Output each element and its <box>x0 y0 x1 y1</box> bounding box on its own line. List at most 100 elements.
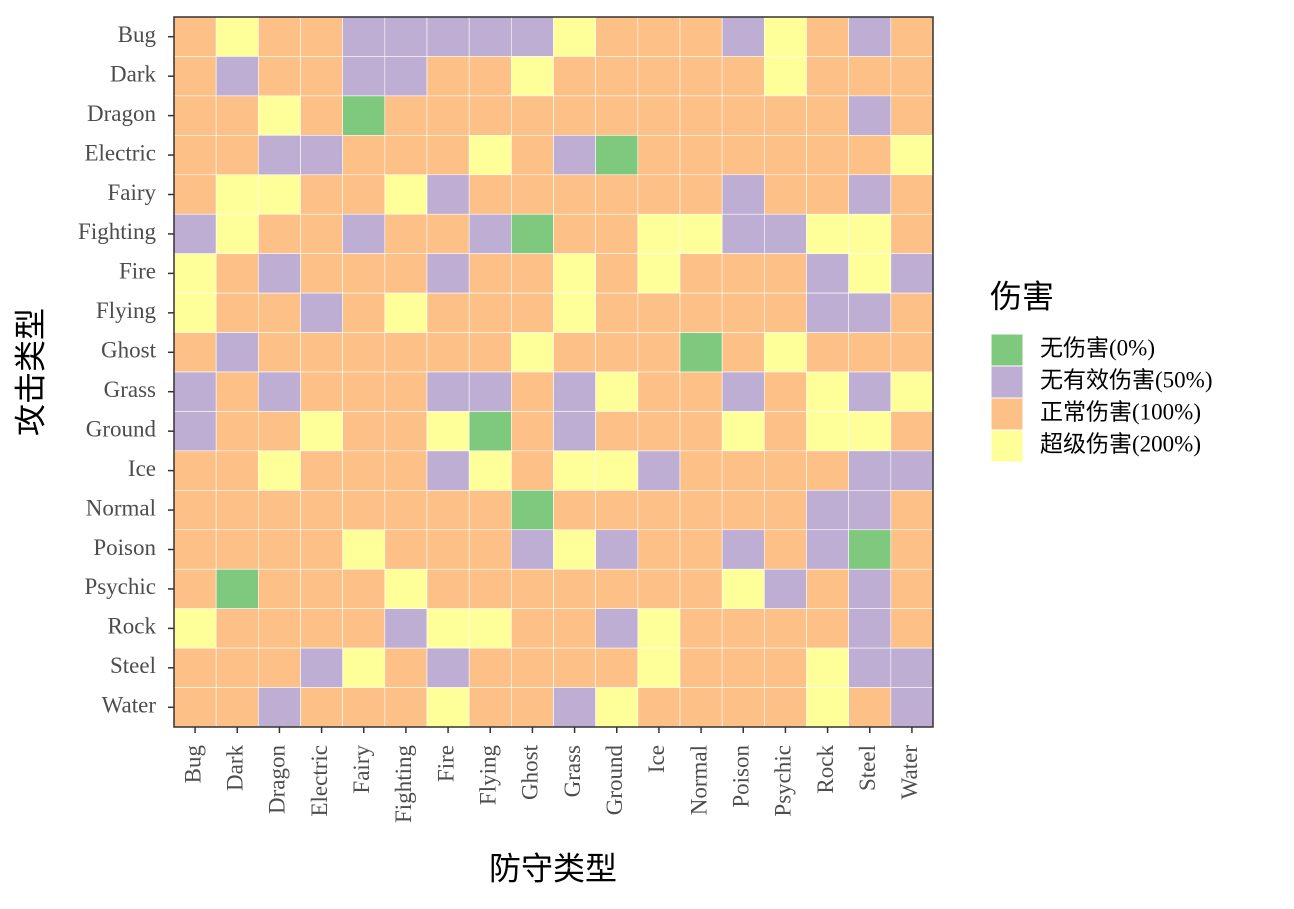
heatmap-cell <box>679 332 723 373</box>
heatmap-cell <box>764 332 807 373</box>
heatmap-cell <box>215 292 259 333</box>
heatmap-cell <box>806 174 849 215</box>
heatmap-cell <box>595 529 639 570</box>
heatmap-cell <box>300 16 343 57</box>
heatmap-cell <box>173 687 217 728</box>
heatmap-cell <box>215 687 259 728</box>
heatmap-cell <box>215 411 259 452</box>
x-tick-label: Dragon <box>265 745 290 814</box>
heatmap-cell <box>258 647 301 688</box>
heatmap-cell <box>384 450 428 491</box>
heatmap-cell <box>173 490 217 531</box>
heatmap-cell <box>806 450 849 491</box>
heatmap-cell <box>764 687 807 728</box>
heatmap-cell <box>679 647 723 688</box>
heatmap-cell <box>215 608 259 649</box>
heatmap-cell <box>468 56 512 97</box>
heatmap-cell <box>848 608 892 649</box>
x-tick-label: Electric <box>307 745 332 817</box>
heatmap-cell <box>468 490 512 531</box>
heatmap-cell <box>426 647 470 688</box>
heatmap-cell <box>173 332 217 373</box>
heatmap-cell <box>173 608 217 649</box>
heatmap-cell <box>511 450 554 491</box>
y-tick-label: Poison <box>93 535 156 560</box>
legend-title: 伤害 <box>990 278 1054 314</box>
heatmap-cell <box>511 608 554 649</box>
heatmap-cell <box>511 56 554 97</box>
heatmap-cell <box>595 647 639 688</box>
heatmap-cell <box>595 253 639 294</box>
heatmap-cell <box>637 647 681 688</box>
heatmap-cell <box>342 56 386 97</box>
legend-label: 无伤害(0%) <box>1040 335 1155 360</box>
heatmap-cell <box>553 608 596 649</box>
heatmap-cell <box>595 411 639 452</box>
heatmap-cell <box>764 647 807 688</box>
heatmap-cell <box>595 371 639 412</box>
heatmap-cell <box>637 411 681 452</box>
heatmap-cell <box>721 332 765 373</box>
heatmap-cell <box>300 56 343 97</box>
heatmap-cell <box>511 95 554 136</box>
heatmap-cell <box>300 332 343 373</box>
heatmap-cell <box>426 95 470 136</box>
x-tick-label: Fighting <box>391 745 416 823</box>
heatmap-cell <box>806 647 849 688</box>
heatmap-cell <box>215 174 259 215</box>
heatmap-cell <box>679 16 723 57</box>
heatmap-cell <box>595 95 639 136</box>
heatmap-cell <box>258 16 301 57</box>
heatmap-cell <box>384 687 428 728</box>
heatmap-cell <box>806 529 849 570</box>
y-tick-label: Ice <box>128 456 156 481</box>
heatmap-cell <box>806 292 849 333</box>
heatmap-cell <box>637 213 681 254</box>
heatmap-cell <box>300 95 343 136</box>
heatmap-cell <box>173 568 217 609</box>
heatmap-cell <box>553 529 596 570</box>
heatmap-cell <box>848 174 892 215</box>
heatmap-cell <box>595 490 639 531</box>
heatmap-cell <box>511 371 554 412</box>
heatmap-cell <box>890 608 934 649</box>
heatmap-cell <box>679 292 723 333</box>
heatmap-cell <box>721 292 765 333</box>
heatmap-cell <box>511 292 554 333</box>
y-tick-label: Grass <box>104 377 156 402</box>
heatmap-cell <box>637 568 681 609</box>
heatmap-cell <box>553 95 596 136</box>
panel-border <box>173 16 934 728</box>
heatmap-cell <box>468 608 512 649</box>
heatmap-cell <box>637 135 681 176</box>
heatmap-cell <box>637 253 681 294</box>
heatmap-cell <box>511 174 554 215</box>
heatmap-cell <box>890 253 934 294</box>
heatmap-cell <box>595 292 639 333</box>
heatmap-cell <box>426 687 470 728</box>
heatmap-cell <box>300 490 343 531</box>
x-tick-label: Rock <box>813 745 838 794</box>
heatmap-cell <box>468 332 512 373</box>
heatmap-cell <box>468 371 512 412</box>
x-tick-label: Bug <box>180 745 205 784</box>
heatmap-cell <box>721 450 765 491</box>
heatmap-cell <box>384 292 428 333</box>
heatmap-cell <box>721 687 765 728</box>
heatmap-cell <box>384 647 428 688</box>
heatmap-cell <box>258 687 301 728</box>
heatmap-cell <box>215 568 259 609</box>
heatmap-cell <box>258 332 301 373</box>
y-tick-label: Fighting <box>78 219 156 244</box>
heatmap-cell <box>384 213 428 254</box>
heatmap-cell <box>426 213 470 254</box>
heatmap-cell <box>637 529 681 570</box>
heatmap-cell <box>173 213 217 254</box>
heatmap-cell <box>553 253 596 294</box>
heatmap-cell <box>258 450 301 491</box>
heatmap-cell <box>426 529 470 570</box>
heatmap-cell <box>342 213 386 254</box>
heatmap-cell <box>511 411 554 452</box>
heatmap-cell <box>342 135 386 176</box>
heatmap-cell <box>637 56 681 97</box>
